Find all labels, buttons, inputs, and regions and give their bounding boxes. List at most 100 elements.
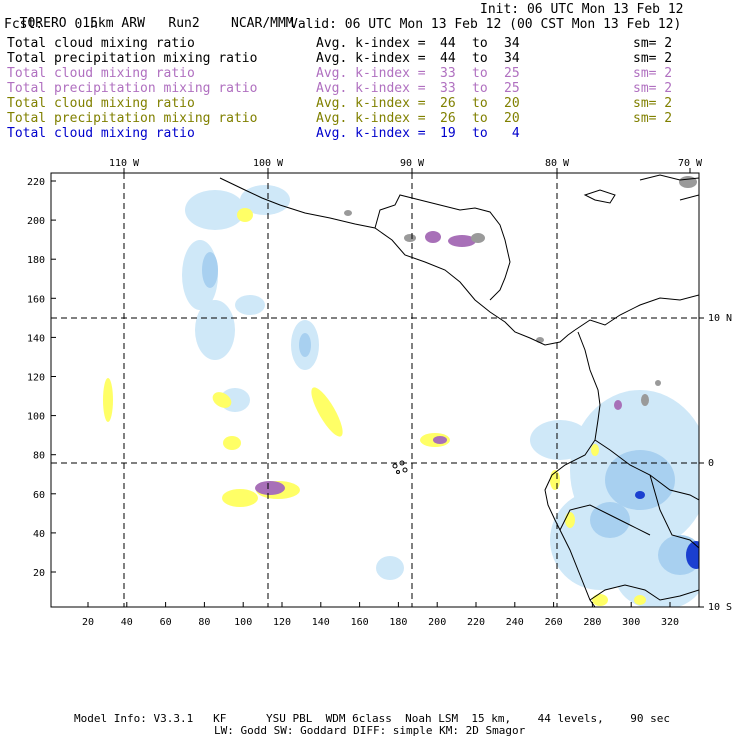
model-info-line-1: Model Info: V3.3.1 KF YSU PBL WDM 6class… bbox=[74, 712, 671, 725]
axis-ticks bbox=[51, 168, 704, 608]
x-tick-label-13: 280 bbox=[583, 617, 601, 628]
axis-labels: 110 W 100 W 90 W 80 W 70 W 10 N 0 10 S 220 200 180… bbox=[27, 158, 732, 628]
legend-sm-3: sm= 2 bbox=[633, 81, 673, 96]
legend-to-word-5: to bbox=[472, 111, 488, 126]
lon-label-1: 100 W bbox=[253, 158, 284, 169]
org-label: NCAR/MMM bbox=[231, 16, 294, 31]
legend-field-0: Total cloud mixing ratio bbox=[7, 36, 195, 51]
forecast-hour: Fcst: 0 h bbox=[4, 18, 98, 32]
legend-from-5: 26 bbox=[440, 111, 456, 126]
model-info-line-2: LW: Godd SW: Goddard DIFF: simple KM: 2D… bbox=[214, 724, 526, 737]
legend-to-1: 34 bbox=[504, 51, 520, 66]
init-time: Init: 06 UTC Mon 13 Feb 12 bbox=[480, 2, 684, 17]
y-tick-label-5: 120 bbox=[27, 373, 45, 384]
y-tick-label-1: 200 bbox=[27, 216, 45, 227]
graticule bbox=[51, 173, 699, 607]
legend-to-3: 25 bbox=[504, 81, 520, 96]
legend-sm-5: sm= 2 bbox=[633, 111, 673, 126]
x-tick-label-1: 40 bbox=[121, 617, 133, 628]
run-label: Run2 bbox=[168, 16, 200, 31]
legend-field-5: Total precipitation mixing ratio bbox=[7, 111, 258, 126]
lon-label-3: 80 W bbox=[545, 158, 570, 169]
legend-index-4: Avg. k-index = bbox=[316, 96, 426, 111]
legend-index-3: Avg. k-index = bbox=[316, 81, 426, 96]
legend-from-2: 33 bbox=[440, 66, 456, 81]
legend-index-1: Avg. k-index = bbox=[316, 51, 426, 66]
legend-field-1: Total precipitation mixing ratio bbox=[7, 51, 258, 66]
precip-mixing-yellow bbox=[103, 208, 646, 606]
legend-field-2: Total cloud mixing ratio bbox=[7, 66, 195, 81]
resolution: 15km ARW bbox=[82, 16, 145, 31]
x-tick-label-4: 100 bbox=[234, 617, 252, 628]
legend-to-word-6: to bbox=[472, 126, 488, 141]
fcst-value: 0 h bbox=[74, 17, 98, 32]
lat-label-1: 0 bbox=[708, 458, 714, 469]
x-tick-label-5: 120 bbox=[273, 617, 291, 628]
legend-index-2: Avg. k-index = bbox=[316, 66, 426, 81]
model-name: TORERO bbox=[19, 16, 67, 31]
legend-sm-2: sm= 2 bbox=[633, 66, 673, 81]
legend-field-3: Total precipitation mixing ratio bbox=[7, 81, 258, 96]
valid-time: Valid: 06 UTC Mon 13 Feb 12 (00 CST Mon … bbox=[290, 17, 682, 32]
x-tick-label-0: 20 bbox=[82, 617, 94, 628]
legend-to-word-4: to bbox=[472, 96, 488, 111]
y-tick-label-6: 100 bbox=[27, 412, 45, 423]
cloud-mixing-gray bbox=[344, 176, 697, 406]
lon-label-2: 90 W bbox=[400, 158, 425, 169]
legend-sm-4: sm= 2 bbox=[633, 96, 673, 111]
cloud-mixing-dark bbox=[635, 491, 699, 569]
legend-to-6: 4 bbox=[504, 126, 520, 141]
legend-from-6: 19 bbox=[440, 126, 456, 141]
precip-mixing-purple bbox=[255, 231, 622, 495]
legend-index-0: Avg. k-index = bbox=[316, 36, 426, 51]
x-tick-label-6: 140 bbox=[312, 617, 330, 628]
field-shading bbox=[51, 173, 699, 607]
legend-sm-1: sm= 2 bbox=[633, 51, 673, 66]
legend-index-6: Avg. k-index = bbox=[316, 126, 426, 141]
y-tick-label-10: 20 bbox=[33, 568, 45, 579]
x-tick-label-3: 80 bbox=[198, 617, 210, 628]
legend-sm-0: sm= 2 bbox=[633, 36, 673, 51]
legend-to-5: 20 bbox=[504, 111, 520, 126]
legend-to-word-3: to bbox=[472, 81, 488, 96]
lon-label-4: 70 W bbox=[678, 158, 703, 169]
lat-label-2: 10 S bbox=[708, 602, 732, 613]
legend-from-3: 33 bbox=[440, 81, 456, 96]
x-tick-label-7: 160 bbox=[351, 617, 369, 628]
legend-from-4: 26 bbox=[440, 96, 456, 111]
x-tick-label-10: 220 bbox=[467, 617, 485, 628]
y-tick-label-8: 60 bbox=[33, 490, 45, 501]
lon-label-0: 110 W bbox=[109, 158, 140, 169]
x-tick-label-8: 180 bbox=[389, 617, 407, 628]
x-tick-label-14: 300 bbox=[622, 617, 640, 628]
cloud-mixing-mid bbox=[202, 252, 699, 575]
y-tick-label-3: 160 bbox=[27, 294, 45, 305]
cloud-mixing-light bbox=[182, 185, 699, 607]
legend-from-1: 44 bbox=[440, 51, 456, 66]
y-tick-label-9: 40 bbox=[33, 529, 45, 540]
y-tick-label-7: 80 bbox=[33, 451, 45, 462]
coastlines bbox=[219, 174, 699, 607]
legend-to-4: 20 bbox=[504, 96, 520, 111]
legend-to-word-1: to bbox=[472, 51, 488, 66]
legend-from-0: 44 bbox=[440, 36, 456, 51]
legend-to-2: 25 bbox=[504, 66, 520, 81]
fcst-label: Fcst: bbox=[4, 17, 44, 32]
y-tick-label-0: 220 bbox=[27, 177, 45, 188]
plot-frame bbox=[50, 172, 700, 608]
legend-index-5: Avg. k-index = bbox=[316, 111, 426, 126]
header-line-1: TORERO 15km ARW Run2 NCAR/MMM bbox=[4, 3, 294, 31]
legend-field-6: Total cloud mixing ratio bbox=[7, 126, 195, 141]
legend-to-word-0: to bbox=[472, 36, 488, 51]
legend-field-4: Total cloud mixing ratio bbox=[7, 96, 195, 111]
x-tick-label-12: 260 bbox=[545, 617, 563, 628]
x-tick-label-15: 320 bbox=[661, 617, 679, 628]
y-tick-label-2: 180 bbox=[27, 255, 45, 266]
x-tick-label-9: 200 bbox=[428, 617, 446, 628]
legend-to-0: 34 bbox=[504, 36, 520, 51]
lat-label-0: 10 N bbox=[708, 313, 732, 324]
legend-to-word-2: to bbox=[472, 66, 488, 81]
x-tick-label-11: 240 bbox=[506, 617, 524, 628]
y-tick-label-4: 140 bbox=[27, 333, 45, 344]
